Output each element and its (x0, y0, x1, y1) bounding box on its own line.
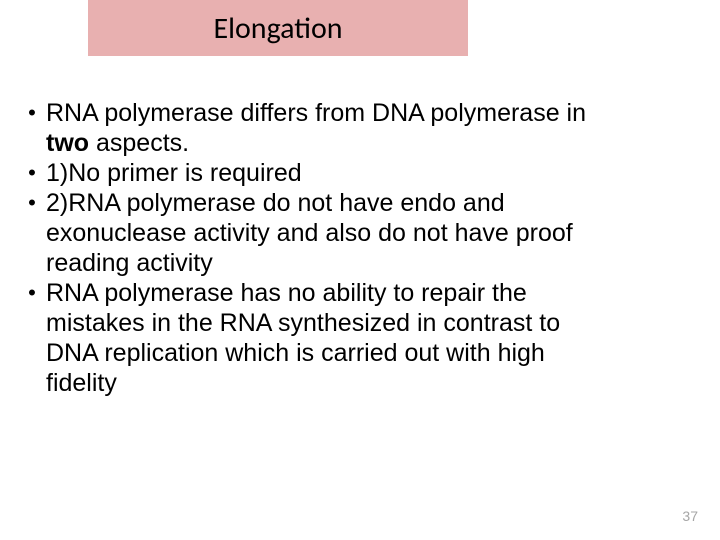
bullet-line: two aspects. (46, 128, 586, 158)
bullet-text: 2)RNA polymerase do not have endo and ex… (46, 188, 573, 278)
bullet-marker: • (18, 158, 46, 188)
bullet-marker: • (18, 188, 46, 218)
bullet-line: RNA polymerase has no ability to repair … (46, 278, 560, 308)
page-number: 37 (682, 508, 698, 524)
text-segment: aspects. (89, 129, 189, 157)
text-segment: RNA polymerase differs from DNA polymera… (46, 99, 586, 127)
bullet-marker: • (18, 278, 46, 308)
bullet-item: •1)No primer is required (18, 158, 708, 188)
bullet-item: •2)RNA polymerase do not have endo and e… (18, 188, 708, 278)
bullet-line: mistakes in the RNA synthesized in contr… (46, 308, 560, 338)
text-segment: mistakes in the RNA synthesized in contr… (46, 309, 560, 337)
bullet-text: RNA polymerase differs from DNA polymera… (46, 98, 586, 158)
text-segment: 2)RNA polymerase do not have endo and (46, 189, 505, 217)
content-area: •RNA polymerase differs from DNA polymer… (18, 98, 708, 398)
bullet-marker: • (18, 98, 46, 128)
text-segment: two (46, 129, 89, 157)
bullet-line: RNA polymerase differs from DNA polymera… (46, 98, 586, 128)
bullet-text: RNA polymerase has no ability to repair … (46, 278, 560, 398)
bullet-line: fidelity (46, 368, 560, 398)
bullet-item: •RNA polymerase differs from DNA polymer… (18, 98, 708, 158)
bullet-line: 1)No primer is required (46, 158, 302, 188)
bullet-line: reading activity (46, 248, 573, 278)
title-box: Elongation (88, 0, 468, 56)
text-segment: 1)No primer is required (46, 159, 302, 187)
slide-title: Elongation (88, 0, 468, 47)
text-segment: fidelity (46, 369, 117, 397)
text-segment: exonuclease activity and also do not hav… (46, 219, 573, 247)
bullet-line: 2)RNA polymerase do not have endo and (46, 188, 573, 218)
bullet-line: DNA replication which is carried out wit… (46, 338, 560, 368)
text-segment: RNA polymerase has no ability to repair … (46, 279, 527, 307)
bullet-text: 1)No primer is required (46, 158, 302, 188)
bullet-item: •RNA polymerase has no ability to repair… (18, 278, 708, 398)
bullet-line: exonuclease activity and also do not hav… (46, 218, 573, 248)
text-segment: DNA replication which is carried out wit… (46, 339, 545, 367)
text-segment: reading activity (46, 249, 213, 277)
